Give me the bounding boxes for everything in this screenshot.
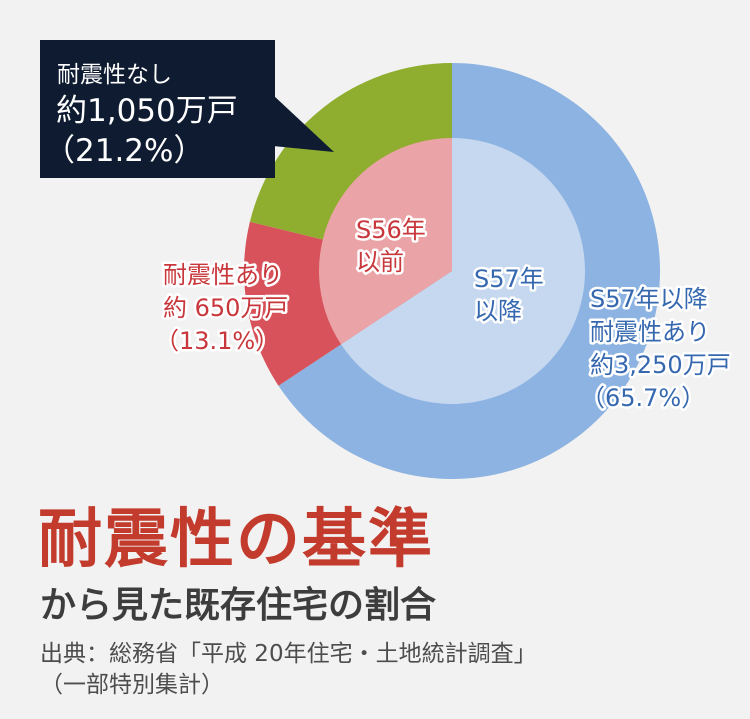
callout-pointer bbox=[273, 95, 334, 152]
inner-label-s57-line1: S57年 bbox=[474, 265, 544, 293]
outer-label-s56-seismic-line1: 耐震性あり bbox=[163, 261, 283, 289]
inner-label-s57-line2: 以降 bbox=[474, 297, 522, 325]
outer-label-s56-seismic-count: 約 650万戸 bbox=[163, 294, 288, 322]
source-line-1: 出典：総務省「平成 20年住宅・土地統計調査」 bbox=[40, 641, 537, 667]
inner-slice-s57-after bbox=[341, 138, 585, 404]
outer-label-s57-seismic-line2: 耐震性あり bbox=[590, 318, 710, 346]
callout-label: 耐震性なし bbox=[57, 62, 172, 88]
chart-subtitle: から見た既存住宅の割合 bbox=[40, 585, 437, 626]
chart-title: 耐震性の基準 bbox=[38, 503, 434, 577]
inner-slice-s56-before bbox=[319, 138, 452, 345]
source-note: 出典：総務省「平成 20年住宅・土地統計調査」 （一部特別集計） bbox=[40, 639, 537, 701]
outer-label-s57-seismic-percent: （65.7%） bbox=[581, 384, 705, 412]
callout-no-seismic: 耐震性なし 約1,050万戸 （21.2%） bbox=[40, 40, 334, 178]
callout-percent: （21.2%） bbox=[44, 133, 204, 169]
outer-label-s56-seismic: 耐震性あり 約 650万戸 （13.1%） bbox=[153, 259, 291, 358]
callout-count: 約1,050万戸 bbox=[56, 93, 238, 129]
inner-label-s57: S57年 以降 bbox=[472, 263, 547, 328]
outer-label-s57-seismic-count: 約3,250万戸 bbox=[590, 351, 731, 379]
inner-ring bbox=[319, 138, 585, 404]
inner-label-s56-line2: 以前 bbox=[356, 248, 404, 276]
outer-label-s57-seismic-line1: S57年以降 bbox=[590, 285, 708, 313]
inner-label-s56: S56年 以前 bbox=[354, 214, 429, 279]
source-line-2: （一部特別集計） bbox=[40, 672, 224, 698]
outer-label-s57-seismic: S57年以降 耐震性あり 約3,250万戸 （65.7%） bbox=[579, 283, 734, 415]
inner-label-s56-line1: S56年 bbox=[356, 216, 426, 244]
callout-box bbox=[40, 40, 275, 178]
outer-label-s56-seismic-percent: （13.1%） bbox=[155, 327, 279, 355]
